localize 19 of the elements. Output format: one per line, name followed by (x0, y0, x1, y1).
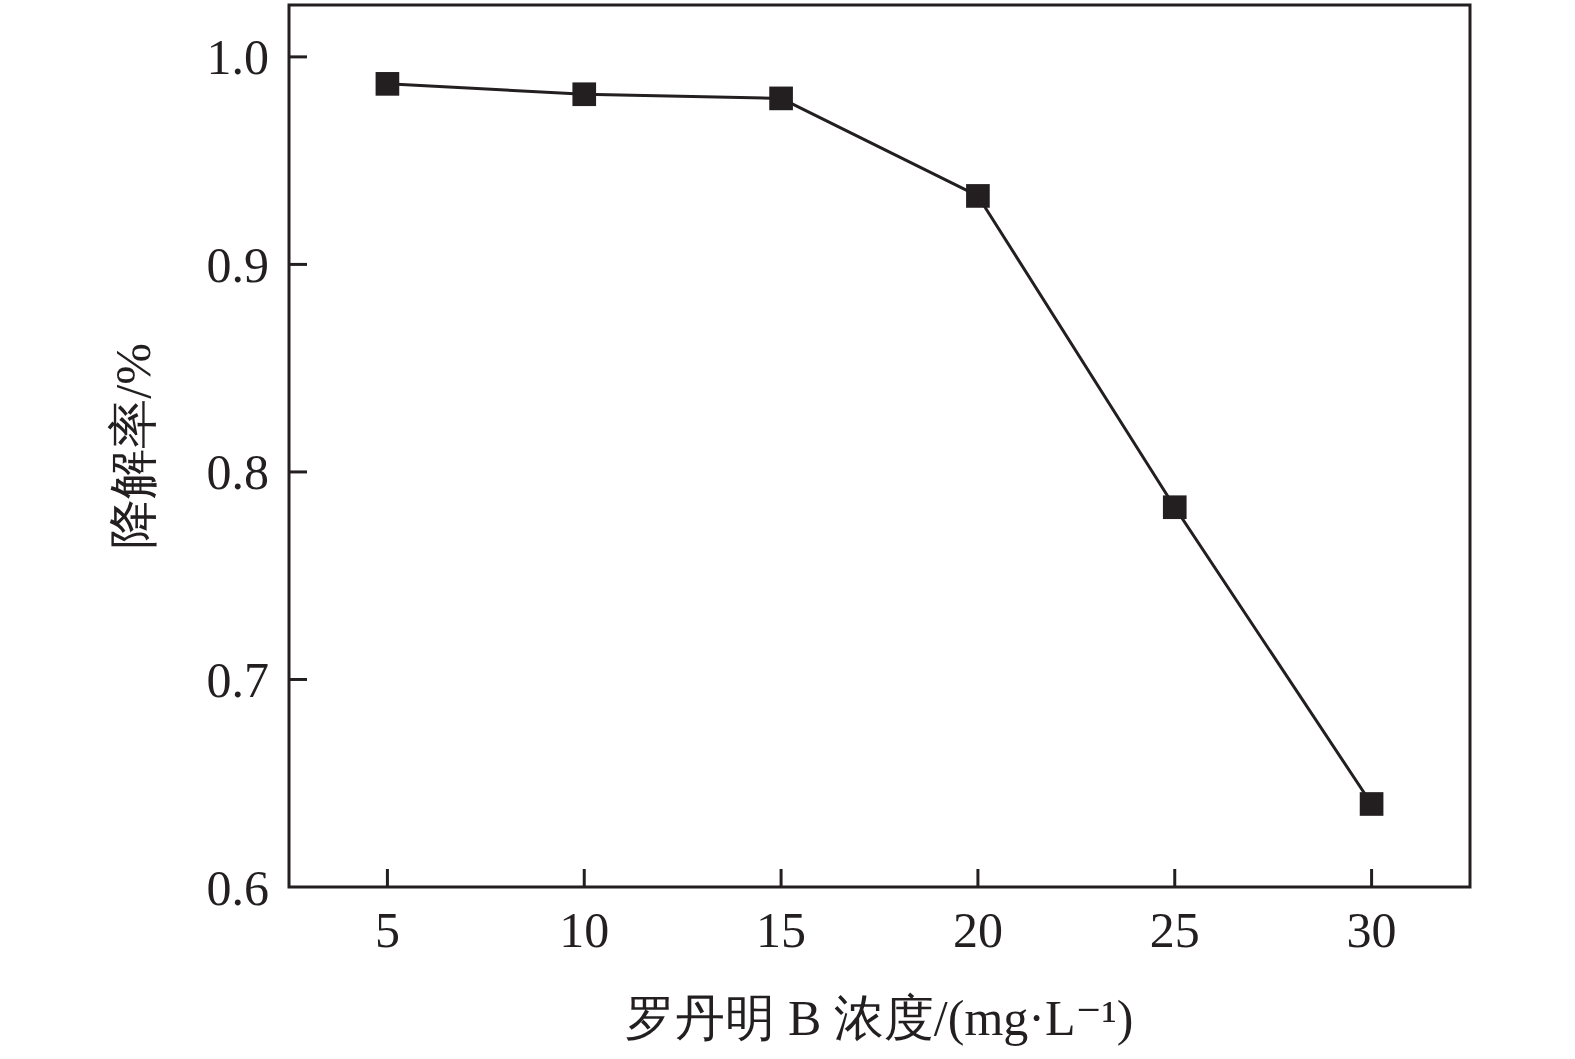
point (572, 82, 597, 107)
point (1162, 495, 1187, 520)
x-tick-label: 30 (1346, 902, 1397, 958)
point (769, 86, 793, 111)
y-tick-label: 1.0 (206, 29, 269, 86)
y-tick-label: 0.9 (206, 236, 269, 293)
x-tick-label: 25 (1149, 902, 1200, 958)
point (1359, 792, 1384, 816)
y-tick-label: 0.8 (206, 444, 269, 501)
x-tick-label: 15 (756, 902, 807, 958)
x-tick-label: 5 (374, 902, 400, 958)
x-axis-title: 罗丹明 B 浓度/(mg·L⁻¹) (625, 990, 1134, 1046)
y-tick-label: 0.6 (206, 859, 269, 916)
point (375, 72, 400, 96)
x-tick-label: 20 (952, 902, 1003, 958)
y-axis-title: 降解率/% (105, 343, 161, 549)
x-tick-label: 10 (559, 902, 610, 958)
y-tick-label: 0.7 (206, 651, 269, 708)
point (966, 184, 990, 208)
